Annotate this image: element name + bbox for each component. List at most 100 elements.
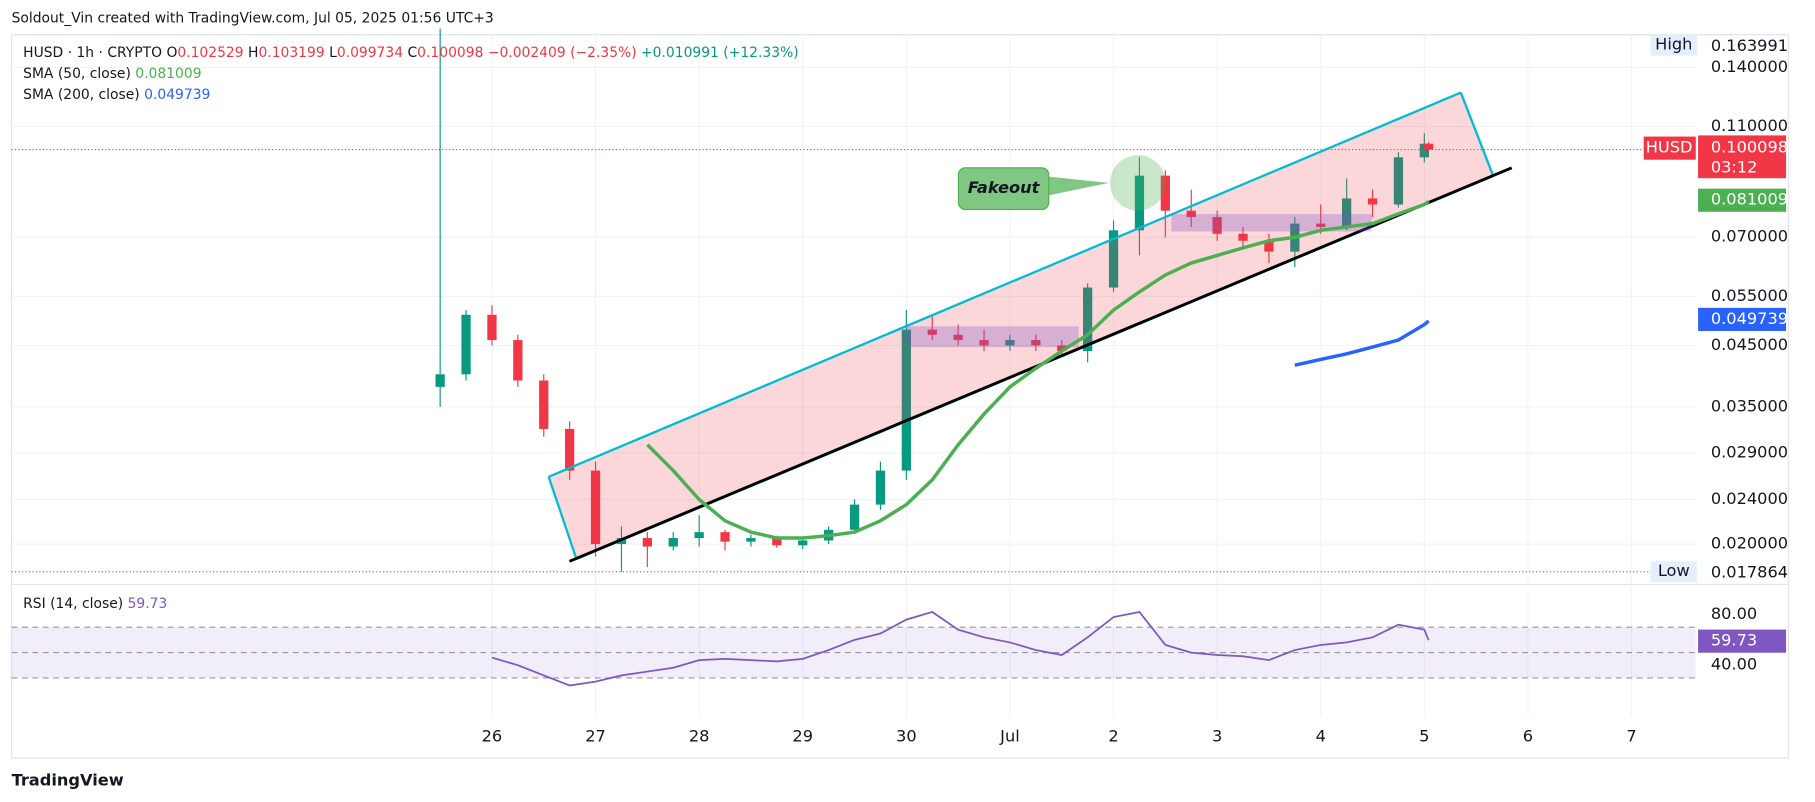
- h-label: H: [248, 45, 258, 61]
- callout-text: Fakeout: [968, 178, 1041, 197]
- high-tag-bg: [1650, 34, 1697, 56]
- o-value: 0.102529: [177, 45, 243, 61]
- x-tick-label: 4: [1316, 727, 1326, 746]
- candle-body: [1031, 340, 1041, 346]
- candle-body: [513, 340, 523, 381]
- c-value: 0.100098: [417, 45, 483, 61]
- candle-body: [927, 329, 937, 335]
- rsi-name: RSI (14, close): [23, 596, 123, 612]
- candle-body: [539, 380, 549, 429]
- change-period: +0.010991 (+12.33%): [641, 45, 799, 61]
- sma-value: 0.049739: [144, 87, 210, 103]
- overlay: [646, 200, 1430, 540]
- candle-body: [1393, 157, 1404, 205]
- candle-body: [772, 538, 782, 546]
- x-tick-label: 7: [1626, 727, 1636, 746]
- sma200-legend: SMA (200, close) 0.049739: [23, 87, 210, 103]
- candle-body: [668, 538, 678, 547]
- sma200-tag-bg: [1698, 307, 1787, 331]
- y-tick-label: 0.140000: [1711, 57, 1788, 76]
- range-box: [906, 326, 1079, 348]
- y-tick-label: 0.045000: [1711, 335, 1788, 354]
- x-tick-label: 27: [585, 727, 606, 746]
- h-value: 0.103199: [258, 45, 324, 61]
- x-tick-label: 29: [792, 727, 813, 746]
- candle-body: [1342, 198, 1352, 227]
- candle-body: [1367, 198, 1378, 205]
- candle-body: [901, 329, 911, 471]
- frame: [10, 34, 1789, 759]
- sma-name: SMA (50, close): [23, 66, 131, 82]
- candle-body: [487, 314, 497, 341]
- y-tick-label: 0.029000: [1711, 443, 1788, 462]
- high-tag: High: [1655, 35, 1692, 54]
- rsi-value: 59.73: [128, 596, 168, 612]
- channel-right: [1459, 92, 1495, 177]
- c-label: C: [407, 45, 417, 61]
- legend: HUSD · 1h · CRYPTO O0.102529 H0.103199 L…: [23, 45, 799, 61]
- x-tick-label: 26: [482, 727, 503, 746]
- sma50-legend: SMA (50, close) 0.081009: [23, 66, 201, 82]
- header: Soldout_Vin created with TradingView.com…: [12, 11, 494, 27]
- symbol: HUSD · 1h · CRYPTO: [23, 45, 162, 61]
- candle-body: [1134, 175, 1145, 231]
- rsi-band: [11, 627, 1696, 678]
- symbol-tag-bg: [1643, 136, 1696, 160]
- sma-line: [646, 200, 1430, 540]
- candle-body: [875, 470, 886, 505]
- rsi-tick-label: 40.00: [1711, 655, 1757, 674]
- y-tick-label: 0.024000: [1711, 489, 1788, 508]
- y-tick-label: 0.035000: [1711, 397, 1788, 416]
- candle-body: [979, 340, 989, 346]
- y-tick-label: 0.055000: [1711, 286, 1788, 305]
- candle-body: [1212, 217, 1222, 234]
- candle-body: [590, 470, 601, 545]
- x-tick-label: 3: [1212, 727, 1222, 746]
- callout-pointer: [1041, 175, 1109, 197]
- range-box: [1171, 214, 1372, 232]
- channel-left: [547, 476, 578, 560]
- rsi-tick-label: 80.00: [1711, 604, 1757, 623]
- countdown: 03:12: [1711, 157, 1758, 176]
- low-tag: Low: [1658, 561, 1690, 580]
- candle-body: [694, 532, 704, 539]
- x-tick-label: 6: [1523, 727, 1533, 746]
- candle-body: [1186, 210, 1196, 218]
- x-tick-label: 5: [1419, 727, 1429, 746]
- candle-body: [565, 428, 575, 471]
- candle-body: [1005, 340, 1015, 346]
- low-value: 0.017864: [1711, 562, 1788, 581]
- high-value: 0.163991: [1711, 36, 1788, 55]
- candle-body: [953, 334, 963, 341]
- candle-body: [642, 538, 652, 547]
- y-tick-label: 0.070000: [1711, 227, 1788, 246]
- fakeout-circle: [1110, 155, 1166, 211]
- low-tag-bg: [1650, 561, 1697, 583]
- rsi-tag-bg: [1698, 629, 1787, 653]
- candle-body: [746, 538, 756, 542]
- sma-value: 0.081009: [135, 66, 201, 82]
- sma50-tag-bg: [1698, 188, 1787, 212]
- candle-body: [1264, 240, 1274, 252]
- candle-body: [1316, 223, 1326, 227]
- rsi-line: [491, 611, 1430, 687]
- candle-body: [720, 532, 730, 542]
- x-tick-label: 28: [689, 727, 710, 746]
- rsi-legend: RSI (14, close) 59.73: [23, 596, 167, 612]
- o-label: O: [166, 45, 177, 61]
- sma200-tag: 0.049739: [1711, 309, 1788, 328]
- change: −0.002409 (−2.35%): [488, 45, 637, 61]
- callout: [957, 167, 1050, 211]
- plot: 0.020000 0.024000 0.029000 0.035000 0.045000…: [11, 28, 1788, 746]
- channel-fill: [548, 92, 1494, 559]
- sma50-tag: 0.081009: [1711, 190, 1788, 209]
- brand: TradingView: [12, 771, 124, 790]
- y-tick-label: 0.020000: [1711, 534, 1788, 553]
- l-value: 0.099734: [337, 45, 403, 61]
- x-tick-label: 30: [896, 727, 917, 746]
- candle-body: [798, 540, 808, 546]
- candle-body: [1057, 345, 1067, 351]
- symbol-tag: HUSD: [1646, 138, 1693, 157]
